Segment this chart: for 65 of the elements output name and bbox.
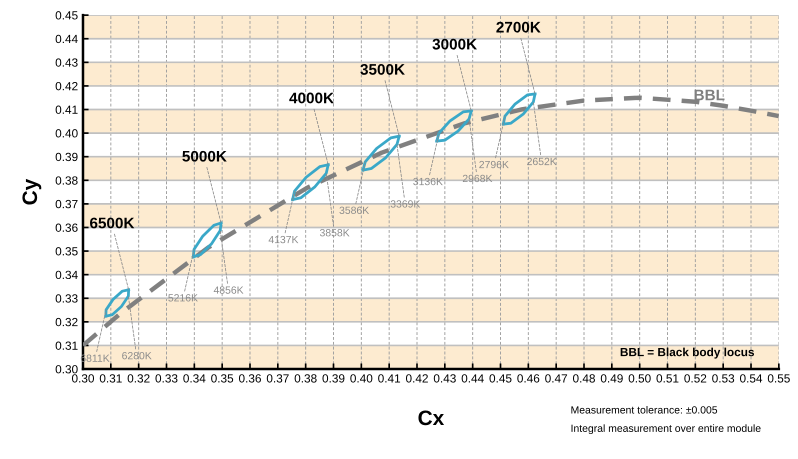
annotation: 5000K: [182, 150, 227, 162]
y-tick-label: 0.42: [56, 82, 78, 90]
x-tick-label: 0.45: [489, 374, 512, 383]
x-tick-label: 0.48: [572, 374, 595, 383]
annotation: 4856K: [214, 286, 244, 294]
y-tick-label: 0.31: [56, 341, 78, 350]
annotation: 3369K: [390, 200, 420, 208]
x-tick-label: 0.47: [545, 374, 568, 383]
annotation: 6500K: [90, 218, 134, 228]
annotation: 6280K: [122, 352, 152, 360]
annotation: BBL = Black body locus: [620, 348, 754, 359]
y-tick-label: 0.30: [56, 365, 78, 374]
x-tick-label: 0.54: [740, 374, 762, 383]
annotation: 3586K: [339, 206, 370, 214]
annotation: 3136K: [413, 178, 443, 186]
x-tick-label: 0.39: [322, 374, 344, 383]
annotation: 4137K: [268, 236, 298, 244]
x-tick-label: 0.38: [294, 374, 317, 383]
x-tick-label: 0.40: [350, 374, 372, 383]
x-tick-label: 0.42: [406, 374, 428, 383]
x-tick-label: 0.50: [628, 374, 651, 383]
x-tick-label: 0.49: [600, 374, 623, 383]
y-tick-label: 0.33: [56, 294, 78, 303]
y-tick-label: 0.43: [56, 58, 78, 67]
x-tick-label: 0.41: [378, 374, 400, 383]
x-tick-label: 0.36: [238, 374, 261, 383]
y-tick-label: 0.35: [56, 247, 78, 256]
y-tick-label: 0.38: [56, 176, 78, 185]
annotation: 2968K: [462, 174, 492, 182]
annotation: 3858K: [320, 229, 350, 236]
y-tick-label: 0.37: [56, 200, 78, 208]
series-label: BBL: [694, 90, 724, 100]
annotation: 2700K: [496, 22, 541, 33]
x-tick-label: 0.37: [266, 374, 289, 383]
x-tick-label: 0.32: [128, 374, 150, 383]
x-tick-label: 0.44: [462, 374, 484, 383]
x-tick-label: 0.30: [72, 374, 94, 383]
x-tick-label: 0.46: [517, 374, 540, 383]
x-tick-label: 0.55: [768, 374, 790, 383]
y-tick-label: 0.36: [56, 224, 78, 232]
x-axis-title: Cx: [418, 410, 444, 426]
annotation: 4000K: [289, 92, 334, 104]
y-tick-label: 0.39: [56, 152, 78, 162]
y-tick-label: 0.45: [56, 11, 78, 20]
x-tick-label: 0.51: [656, 374, 678, 383]
x-tick-label: 0.52: [684, 374, 706, 383]
annotation: 3000K: [432, 38, 477, 50]
text: Integral measurement over entire module: [572, 424, 761, 434]
x-tick-label: 0.53: [712, 374, 734, 383]
y-tick-label: 0.32: [56, 318, 78, 326]
annotation: 2652K: [527, 158, 557, 166]
x-tick-label: 0.33: [155, 374, 178, 383]
y-axis-title: Cy: [22, 178, 42, 205]
y-tick-label: 0.40: [56, 129, 78, 138]
x-tick-label: 0.31: [100, 374, 122, 383]
annotation: 3500K: [360, 64, 405, 75]
x-tick-label: 0.43: [434, 374, 456, 383]
y-tick-label: 0.34: [56, 270, 78, 280]
y-tick-label: 0.44: [56, 34, 78, 44]
annotation: 2796K: [479, 160, 509, 168]
text: Measurement tolerance: ±0.005: [571, 406, 718, 414]
x-tick-label: 0.35: [211, 374, 234, 383]
y-tick-label: 0.41: [56, 106, 78, 114]
annotation: 5216K: [168, 294, 198, 302]
x-tick-label: 0.34: [183, 374, 206, 383]
